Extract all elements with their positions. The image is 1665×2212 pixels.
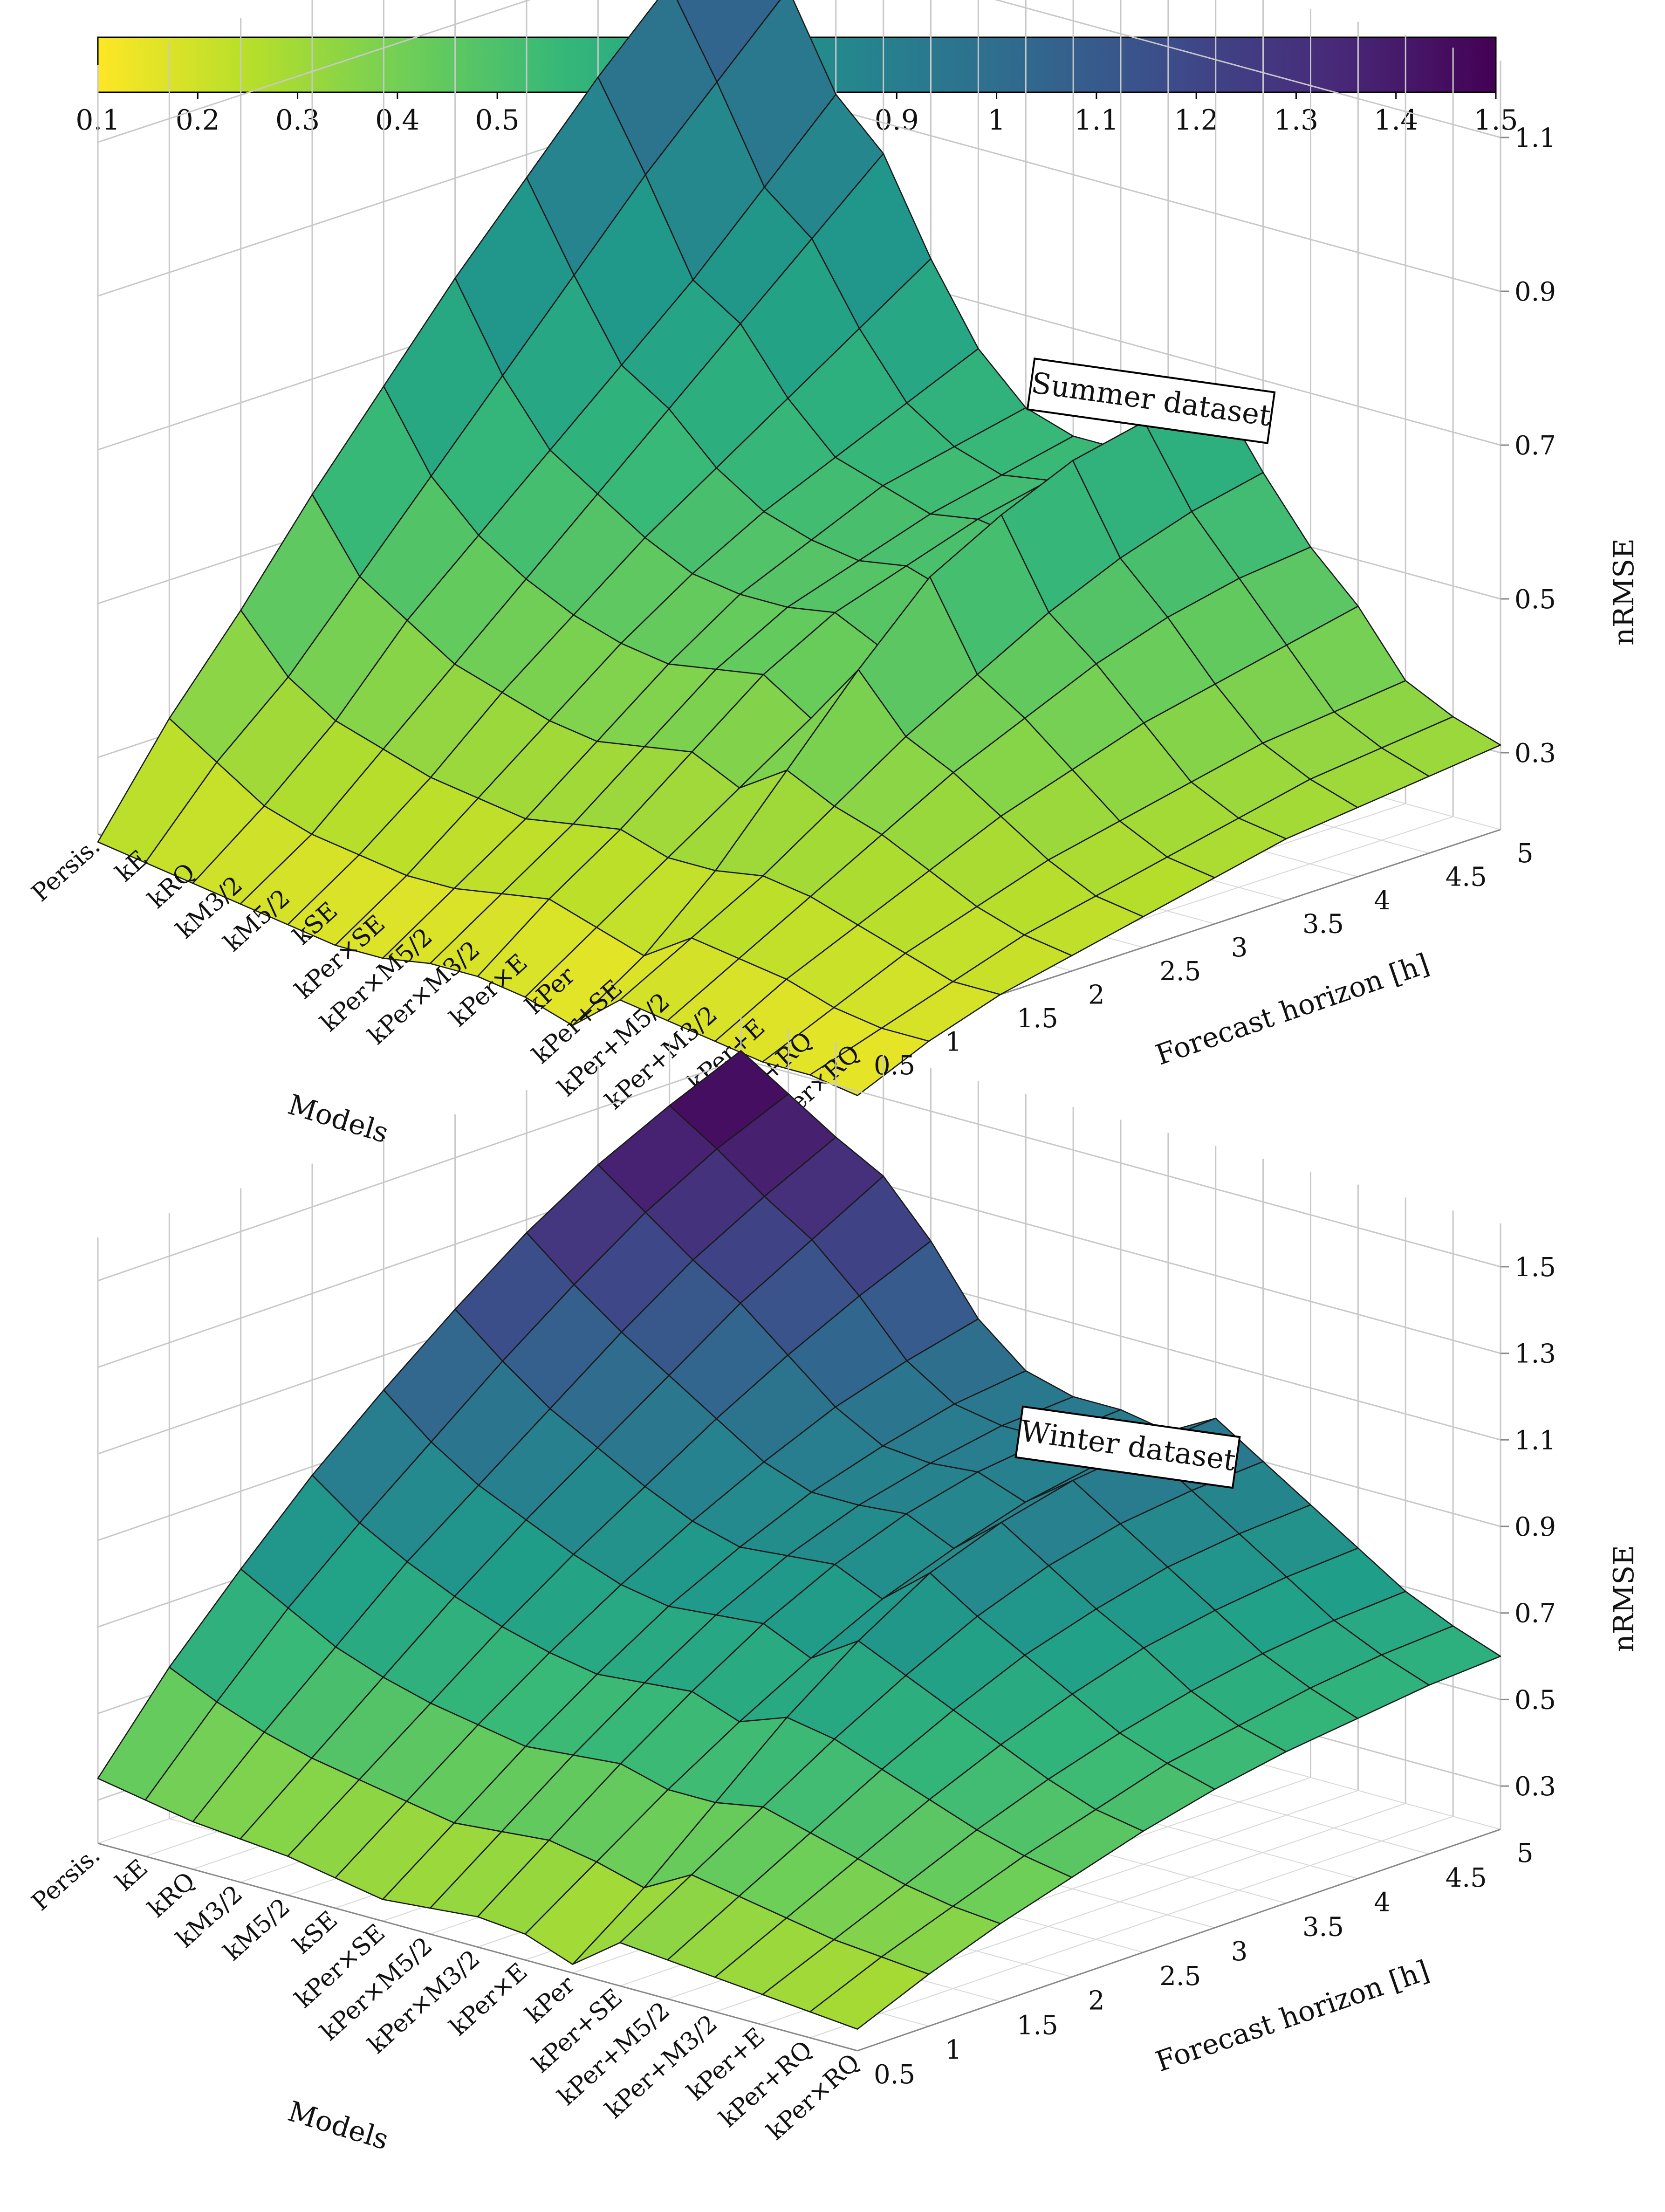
summer-horizon-tick-label: 3.5 [1302,909,1344,940]
summer-z-tick-label: 0.5 [1514,584,1556,615]
summer-surface-plot: Persis. kEkRQkM3/2kM5/2kSEkPer×SEkPer×M5/… [27,0,1640,1150]
winter-z-tick-label: 0.5 [1514,1685,1556,1715]
winter-z-tick-label: 1.1 [1514,1425,1556,1456]
summer-z-tick-label: 1.1 [1514,123,1556,153]
summer-horizon-tick-label: 5 [1517,838,1534,869]
winter-horizon-tick-label: 4.5 [1446,1863,1487,1893]
winter-model-tick-label: kE [110,1854,153,1896]
colorbar-tick-label: 1.1 [1074,104,1118,137]
summer-horizon-tick-label: 4.5 [1446,862,1487,893]
winter-zlabel: nRMSE [1608,1545,1640,1652]
winter-z-tick-label: 0.3 [1514,1772,1556,1802]
winter-axis-line [857,1828,1501,2052]
summer-surface-patch [809,1027,930,1096]
summer-horizon-tick-label: 3 [1231,933,1248,963]
colorbar-tick-label: 0.9 [875,104,919,137]
winter-z-tick-label: 1.3 [1514,1339,1556,1369]
winter-surface-patch [809,1956,930,2030]
colorbar-tick-label: 0.5 [475,104,519,137]
winter-horizon-tick-label: 4 [1374,1888,1391,1918]
summer-zlabel: nRMSE [1608,538,1640,646]
winter-horizon-tick-label: 0.5 [874,2060,915,2090]
summer-horizon-tick-label: 2 [1088,980,1105,1010]
winter-horizon-tick-label: 1 [945,2035,962,2065]
colorbar-tick-label: 1.5 [1473,104,1518,137]
summer-title-frame [1026,357,1276,444]
winter-model-tick-label: kSE [288,1906,343,1959]
winter-horizon-tick-label: 5 [1517,1838,1534,1869]
colorbar-tick-label: 0.3 [275,104,320,137]
winter-model-tick-label: Persis. [27,1841,106,1917]
colorbar-tick-label: 0.4 [375,104,419,137]
winter-xlabel: Models [284,2095,392,2157]
summer-xlabel: Models [284,1088,392,1150]
summer-z-tick-label: 0.7 [1514,431,1556,461]
winter-surface-plot: Persis. kEkRQkM3/2kM5/2kSEkPer×SEkPer×M5/… [27,1016,1640,2157]
winter-surface [97,1050,1501,2030]
summer-horizon-tick-label: 0.5 [874,1051,915,1081]
summer-horizon-tick-label: 1.5 [1017,1003,1058,1034]
summer-grid-line [97,0,1501,143]
summer-horizon-tick-label: 4 [1374,886,1391,916]
summer-horizon-tick-label: 1 [945,1027,962,1057]
colorbar-tick-label: 1.3 [1274,104,1318,137]
winter-axis-line [97,1842,858,2052]
winter-horizon-tick-label: 3 [1231,1937,1248,1967]
winter-z-tick-label: 0.9 [1514,1512,1556,1542]
summer-model-tick-label: Persis. [27,832,106,907]
summer-horizon-tick-label: 2.5 [1159,956,1201,987]
colorbar-tick-label: 1 [987,104,1005,137]
winter-floor-line [809,1816,1453,2039]
winter-horizon-tick-label: 3.5 [1302,1912,1344,1942]
winter-title-frame [1014,1405,1241,1489]
colorbar-tick-label: 1.2 [1174,104,1218,137]
summer-z-tick-label: 0.9 [1514,277,1556,307]
winter-horizon-tick-label: 2.5 [1159,1961,1201,1992]
winter-z-tick-label: 0.7 [1514,1599,1556,1629]
winter-horizon-tick-label: 2 [1088,1986,1105,2016]
winter-z-tick-label: 1.5 [1514,1252,1556,1283]
winter-horizon-tick-label: 1.5 [1017,2010,1058,2040]
summer-z-tick-label: 0.3 [1514,738,1556,769]
colorbar-ticks: 0.10.20.30.40.50.60.70.80.911.11.21.31.4… [75,92,1518,137]
